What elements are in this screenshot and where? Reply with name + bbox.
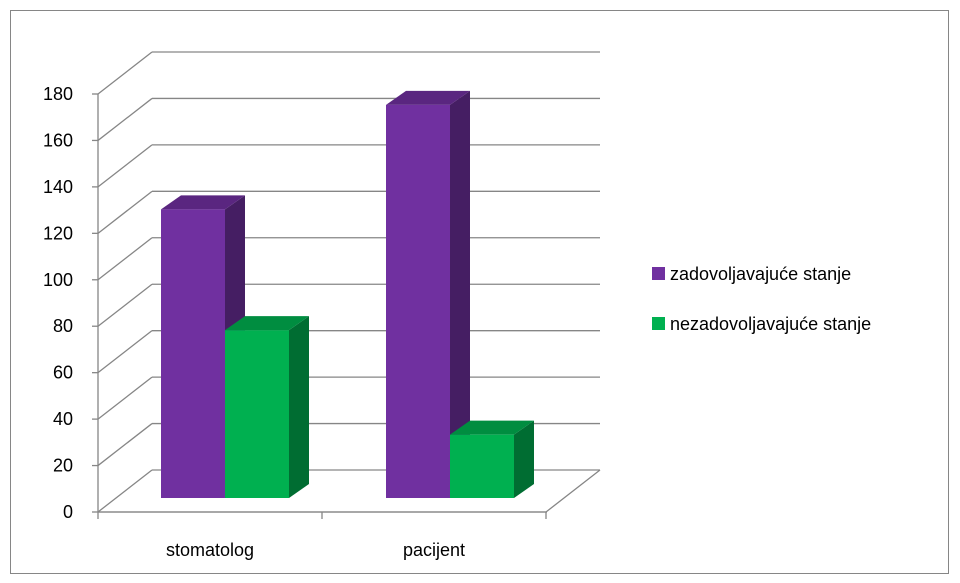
y-tick-label: 160 xyxy=(43,130,73,150)
legend-label: nezadovoljavajuće stanje xyxy=(670,314,871,334)
legend-item: nezadovoljavajuće stanje xyxy=(652,314,871,334)
gridline-side xyxy=(97,376,153,420)
x-category-label: stomatolog xyxy=(166,540,254,560)
y-tick-label: 60 xyxy=(53,363,73,383)
y-tick-label: 180 xyxy=(43,84,73,104)
bar-top xyxy=(450,420,534,435)
gridline-side xyxy=(97,190,153,234)
legend-label: zadovoljavajuće stanje xyxy=(670,264,851,284)
gridline-side xyxy=(97,330,153,374)
y-tick-label: 0 xyxy=(63,502,73,522)
gridline-side xyxy=(97,469,153,513)
y-tick-label: 20 xyxy=(53,456,73,476)
bar xyxy=(450,420,534,498)
gridline-side xyxy=(97,237,153,281)
bar-front xyxy=(161,209,225,498)
y-tick-label: 120 xyxy=(43,223,73,243)
bar xyxy=(386,90,470,499)
gridline-side xyxy=(97,51,153,95)
y-tick-label: 100 xyxy=(43,270,73,290)
gridline-side xyxy=(97,423,153,467)
y-tick-label: 80 xyxy=(53,316,73,336)
legend: zadovoljavajuće stanje nezadovoljavajuće … xyxy=(652,264,871,334)
bars-layer xyxy=(161,90,534,499)
bar-side xyxy=(450,90,470,499)
bar-side xyxy=(289,316,309,498)
x-category-label: pacijent xyxy=(403,540,465,560)
legend-item: zadovoljavajuće stanje xyxy=(652,264,851,284)
y-tick-label: 140 xyxy=(43,177,73,197)
bar-top xyxy=(161,195,245,210)
gridline-side xyxy=(97,283,153,327)
bar-top xyxy=(225,316,309,331)
bar-front xyxy=(386,104,450,499)
bar-front xyxy=(450,434,514,498)
bar-front xyxy=(225,330,289,498)
bar-side xyxy=(514,420,534,498)
gridline-side xyxy=(97,97,153,141)
y-tick-label: 40 xyxy=(53,409,73,429)
axis-layer: 0 20 40 60 80 100 120 140 160 180 stomatolog pacije… xyxy=(43,84,547,560)
gridline-side xyxy=(97,144,153,188)
bar-top xyxy=(386,90,470,105)
legend-swatch xyxy=(652,267,665,280)
legend-swatch xyxy=(652,317,665,330)
bar xyxy=(225,316,309,498)
